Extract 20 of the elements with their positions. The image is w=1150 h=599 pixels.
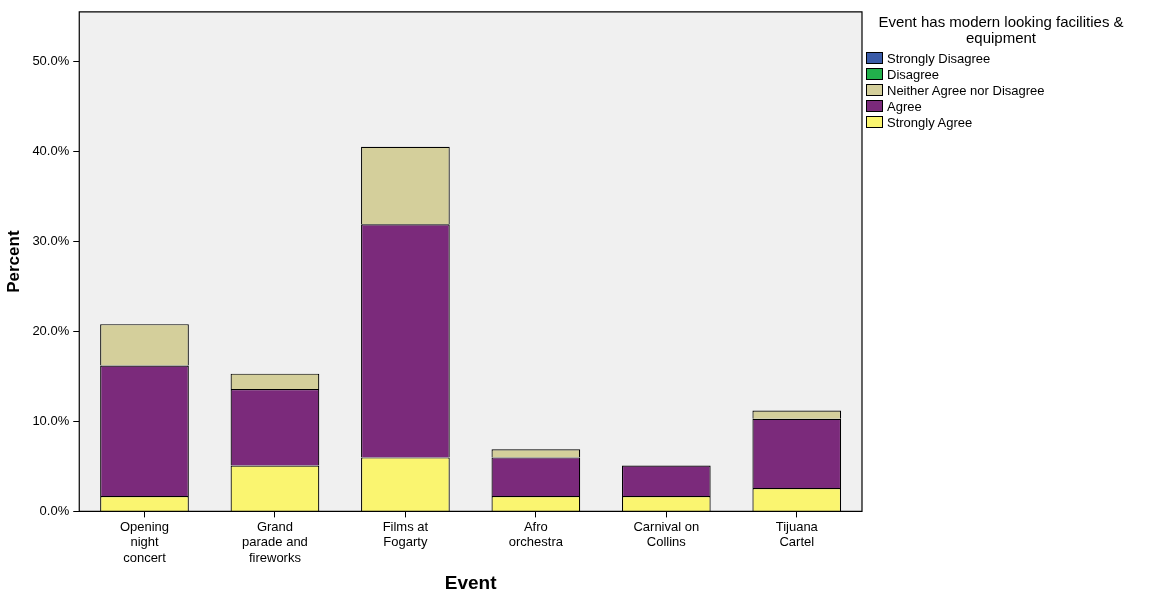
- legend-label: Strongly Agree: [887, 114, 973, 130]
- legend-label: Disagree: [887, 66, 940, 82]
- x-tick-label: Carnival on Collins: [633, 518, 700, 550]
- y-tick-label: 40.0%: [32, 142, 70, 158]
- x-axis-title: Event: [444, 571, 498, 593]
- y-tick-label: 0.0%: [39, 502, 70, 518]
- legend-label: Agree: [887, 98, 922, 114]
- y-tick-label: 10.0%: [32, 412, 70, 428]
- legend-title: Event has modern looking facilities & equipment: [877, 13, 1125, 46]
- x-tick-label: Films at Fogarty: [382, 518, 429, 550]
- y-axis-title: Percent: [3, 230, 23, 293]
- x-tick-label: Afro orchestra: [508, 518, 564, 550]
- x-tick-label: Grand parade and fireworks: [242, 518, 308, 565]
- y-tick-label: 30.0%: [32, 232, 70, 248]
- x-tick-label: Opening night concert: [119, 518, 170, 565]
- y-tick-label: 50.0%: [32, 52, 70, 68]
- legend-label: Neither Agree nor Disagree: [887, 82, 1045, 98]
- x-tick-label: Tijuana Cartel: [775, 518, 819, 550]
- y-tick-label: 20.0%: [32, 322, 70, 338]
- legend-label: Strongly Disagree: [887, 50, 991, 66]
